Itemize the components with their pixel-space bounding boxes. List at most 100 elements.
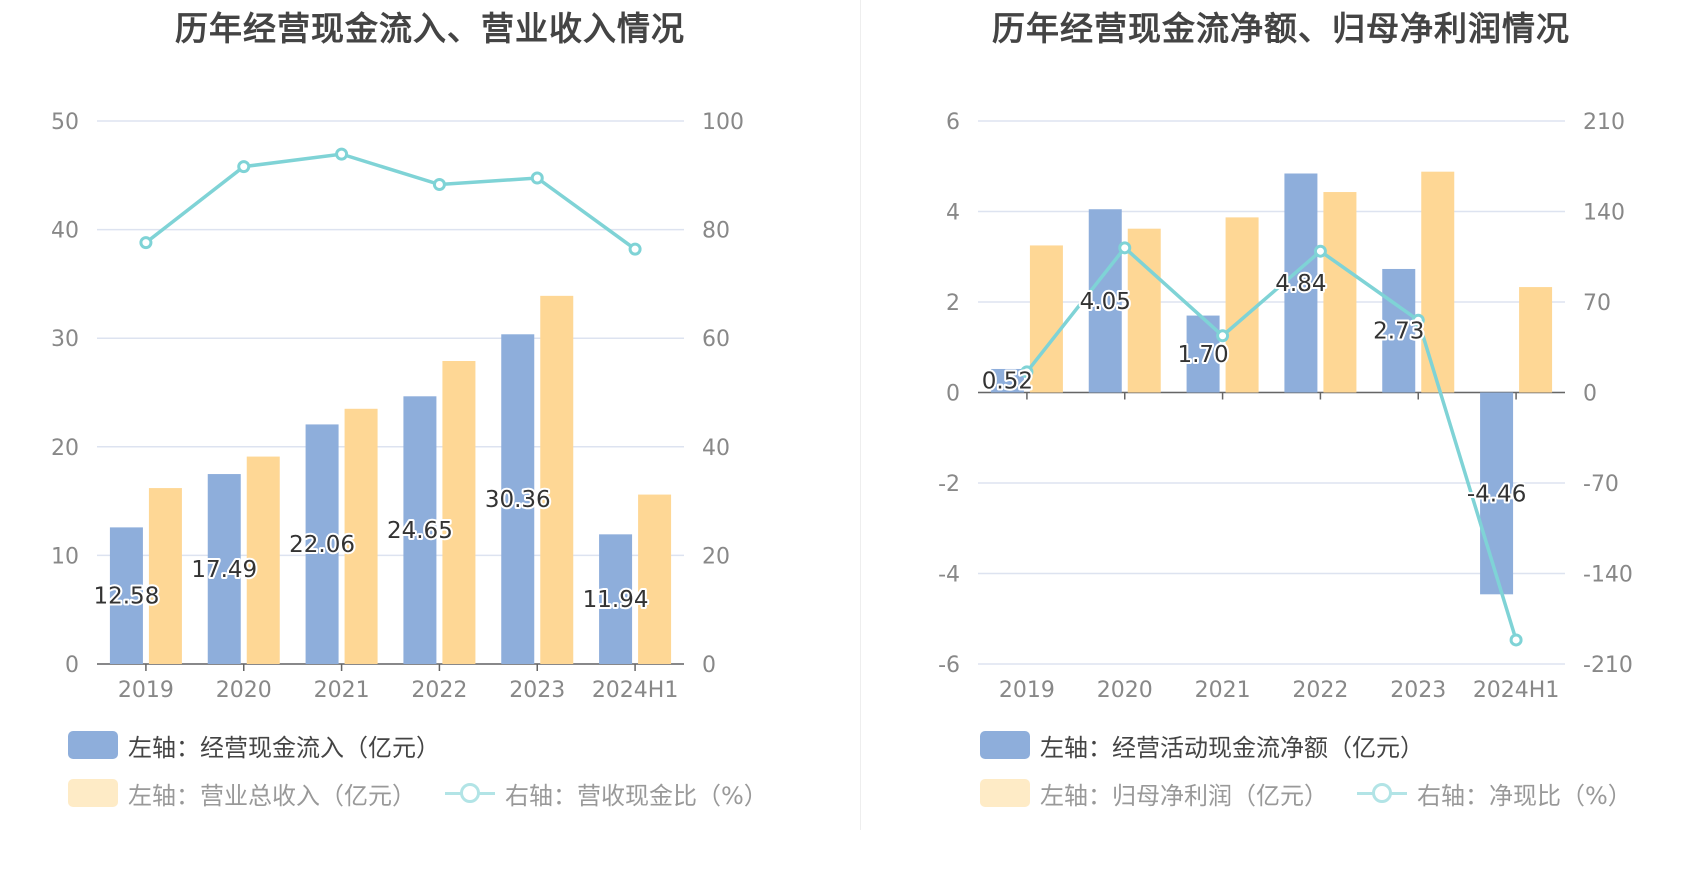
bar-secondary (1519, 287, 1553, 393)
y-tick-label-right: 100 (702, 110, 744, 135)
bar-secondary (442, 361, 476, 664)
legend-label: 左轴：经营现金流入（亿元） (128, 733, 440, 762)
legend-label: 左轴：经营活动现金流净额（亿元） (1040, 733, 1424, 762)
bar-data-label: 17.49 (191, 557, 257, 583)
bar-primary (1382, 268, 1416, 393)
y-tick-label-left: 6 (946, 110, 960, 135)
y-tick-label-left: 20 (51, 436, 79, 461)
bar-data-label: 0.52 (982, 369, 1033, 395)
legend-item-net-cash-ratio[interactable]: 右轴：净现比（%） (1357, 778, 1632, 810)
bar-secondary (1029, 245, 1063, 393)
y-tick-label-right: 40 (702, 436, 730, 461)
x-tick-label: 2024H1 (1473, 678, 1560, 700)
line-point (1216, 329, 1230, 343)
bar-primary (990, 368, 1024, 393)
y-tick-label-right: 20 (702, 544, 730, 569)
x-tick-label: 2024H1 (592, 678, 679, 700)
y-tick-label-right: 0 (702, 653, 716, 678)
bar-primary (305, 424, 339, 664)
y-tick-label-left: 40 (51, 219, 79, 244)
bar-secondary (1323, 192, 1357, 393)
x-tick-label: 2022 (1292, 678, 1348, 700)
bar-primary (109, 527, 143, 664)
y-tick-label-left: -4 (938, 563, 960, 588)
legend-label: 左轴：归母净利润（亿元） (1040, 781, 1328, 810)
legend-item-revenue-cash-ratio[interactable]: 右轴：营收现金比（%） (445, 778, 768, 810)
bar-primary (1088, 209, 1122, 393)
legend-item-operating-net-cash[interactable]: 左轴：经营活动现金流净额（亿元） (980, 730, 1424, 762)
line-series (144, 152, 637, 251)
legend-label: 左轴：营业总收入（亿元） (128, 781, 416, 810)
bar-data-label: 12.58 (93, 584, 159, 610)
bar-data-label: 22.06 (289, 532, 355, 558)
y-tick-label-left: 30 (51, 327, 79, 352)
bar-data-label: 24.65 (387, 518, 453, 544)
bar-primary (403, 396, 437, 664)
chart-panel-left: 历年经营现金流入、营业收入情况 0 0 10 20 20 40 30 60 40 80 50 100 2… (51, 9, 768, 810)
y-tick-label-left: -6 (938, 653, 960, 678)
y-tick-label-left: 2 (946, 291, 960, 316)
x-tick-label: 2021 (314, 678, 370, 700)
y-tick-label-left: 0 (946, 382, 960, 407)
bar-primary (207, 474, 241, 664)
y-tick-label-right: 0 (1583, 382, 1597, 407)
x-tick-label: 2021 (1195, 678, 1251, 700)
line-point (1020, 365, 1034, 379)
bar-secondary (540, 295, 574, 664)
bar-secondary (344, 408, 378, 664)
line-point (139, 236, 153, 250)
bar-primary (1284, 173, 1318, 393)
y-tick-label-left: 10 (51, 544, 79, 569)
line-point (1118, 241, 1132, 255)
y-tick-label-right: 60 (702, 327, 730, 352)
legend-swatch (980, 731, 1030, 759)
x-tick-label: 2023 (509, 678, 565, 700)
legend-item-net-profit[interactable]: 左轴：归母净利润（亿元） (980, 778, 1328, 810)
y-tick-label-right: 140 (1583, 201, 1625, 226)
bar-secondary (246, 456, 280, 664)
x-tick-label: 2020 (216, 678, 272, 700)
x-tick-label: 2019 (118, 678, 174, 700)
legend-swatch (68, 731, 118, 759)
bar-secondary (638, 494, 672, 664)
bar-primary (1480, 392, 1514, 595)
bar-primary (599, 534, 633, 664)
legend-item-cash-inflow[interactable]: 左轴：经营现金流入（亿元） (68, 730, 440, 762)
bar-secondary (148, 488, 182, 664)
legend-swatch (68, 779, 118, 807)
line-point (530, 171, 544, 185)
y-tick-label-right: -70 (1583, 472, 1619, 497)
legend-swatch (1357, 779, 1407, 807)
line-point (1313, 244, 1327, 258)
bar-data-label: 4.84 (1275, 271, 1326, 297)
line-point (237, 160, 251, 174)
y-tick-label-right: -140 (1583, 563, 1633, 588)
x-tick-label: 2022 (411, 678, 467, 700)
chart-title: 历年经营现金流入、营业收入情况 (175, 9, 685, 48)
line-series (1025, 245, 1518, 641)
line-point (628, 242, 642, 256)
x-tick-label: 2020 (1097, 678, 1153, 700)
line-point (1509, 633, 1523, 647)
x-tick-label: 2019 (999, 678, 1055, 700)
line-point (335, 147, 349, 161)
y-tick-label-left: 4 (946, 201, 960, 226)
legend-item-revenue[interactable]: 左轴：营业总收入（亿元） (68, 778, 416, 810)
panel-divider (860, 0, 861, 830)
legend-label: 右轴：净现比（%） (1417, 781, 1632, 810)
line-point (432, 178, 446, 192)
bar-secondary (1421, 171, 1455, 393)
bar-data-label: 11.94 (583, 587, 649, 613)
y-tick-label-left: 50 (51, 110, 79, 135)
bar-data-label: -4.46 (1467, 481, 1527, 507)
y-tick-label-right: 210 (1583, 110, 1625, 135)
y-tick-label-left: -2 (938, 472, 960, 497)
bar-data-label: 30.36 (485, 487, 551, 513)
bar-data-label: 1.70 (1177, 342, 1228, 368)
legend-swatch (445, 779, 495, 807)
line-point (1411, 313, 1425, 327)
x-tick-label: 2023 (1390, 678, 1446, 700)
y-tick-label-right: -210 (1583, 653, 1633, 678)
chart-panel-right: 历年经营现金流净额、归母净利润情况 -6 -210 -4 -140 -2 -70 0 0 2 70… (862, 0, 1700, 874)
y-tick-label-right: 70 (1583, 291, 1611, 316)
